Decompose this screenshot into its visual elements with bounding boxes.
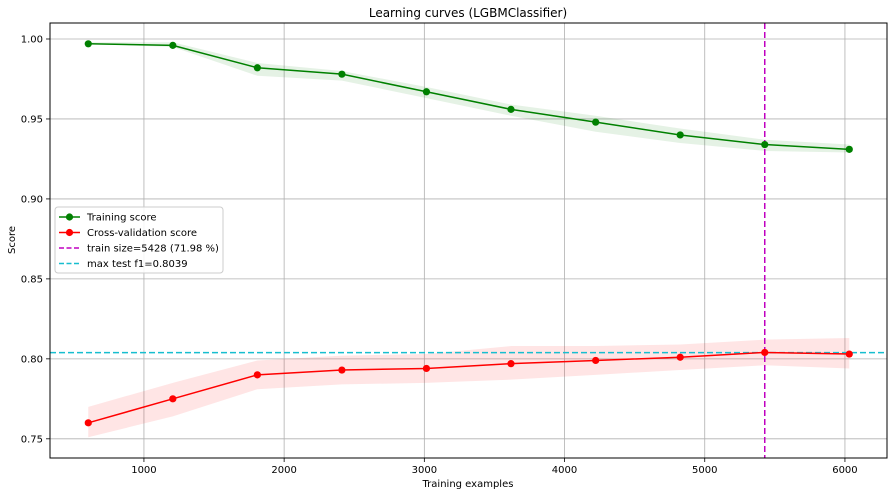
cross-validation-score-point: [338, 366, 346, 374]
training-score-point: [592, 118, 600, 126]
x-tick-label: 4000: [552, 465, 577, 476]
training-score-point: [507, 105, 515, 113]
training-score-line: [88, 43, 850, 151]
x-tick-label: 1000: [131, 465, 156, 476]
cross-validation-score-point: [422, 364, 431, 373]
cross-validation-score-point: [845, 350, 853, 358]
y-tick-label: 0.95: [21, 114, 43, 125]
training-score-point: [169, 41, 177, 49]
legend: Training score Cross-validation score trai…: [54, 206, 224, 274]
x-tick-label: 6000: [832, 465, 857, 476]
y-tick-label: 1.00: [21, 34, 43, 45]
reference-lines: [50, 23, 887, 458]
legend-cross-validation-score-label: Cross-validation score: [87, 228, 197, 239]
legend-training-score-marker: [65, 213, 74, 221]
confidence-band-cross-validation: [88, 338, 850, 438]
training-score-point: [338, 70, 346, 78]
y-tick-label: 0.90: [21, 194, 43, 205]
y-axis-ticks: 0.75 0.80 0.85 0.90 0.95 1.00: [21, 34, 50, 445]
chart-title: Learning curves (LGBMClassifier): [369, 6, 567, 20]
cross-validation-score-point: [507, 360, 515, 368]
training-score-point: [84, 40, 92, 48]
y-axis-label: Score: [7, 226, 18, 254]
legend-train-size-label: train size=5428 (71.98 %): [87, 244, 219, 255]
cross-validation-score-point: [84, 419, 92, 427]
cross-validation-score-point: [253, 371, 261, 379]
plot-frame: [49, 22, 888, 459]
training-score-point: [761, 140, 769, 149]
training-score-point: [253, 64, 261, 72]
legend-max-test-f1-label: max test f1=0.8039: [87, 259, 188, 270]
series-lines: [84, 40, 853, 427]
training-score-point: [676, 131, 684, 139]
x-axis-label: Training examples: [422, 479, 514, 490]
legend-cross-validation-score-marker: [65, 228, 74, 237]
cross-validation-score-point: [169, 395, 177, 403]
y-tick-label: 0.85: [21, 274, 43, 285]
x-tick-label: 5000: [692, 465, 717, 476]
grid: [50, 23, 887, 458]
x-tick-label: 2000: [271, 465, 296, 476]
cross-validation-score-point: [592, 356, 600, 365]
cross-validation-score-point: [676, 353, 684, 361]
legend-training-score-label: Training score: [86, 213, 157, 224]
cross-validation-score-line: [88, 351, 850, 424]
x-tick-label: 3000: [412, 465, 437, 476]
y-tick-label: 0.80: [21, 354, 43, 365]
cross-validation-score-point: [761, 348, 769, 357]
y-tick-label: 0.75: [21, 434, 43, 445]
legend-box: [54, 206, 224, 274]
training-score-point: [422, 88, 431, 96]
training-score-point: [845, 145, 853, 153]
x-axis-ticks: 1000 2000 3000 4000 5000 6000: [131, 458, 858, 476]
